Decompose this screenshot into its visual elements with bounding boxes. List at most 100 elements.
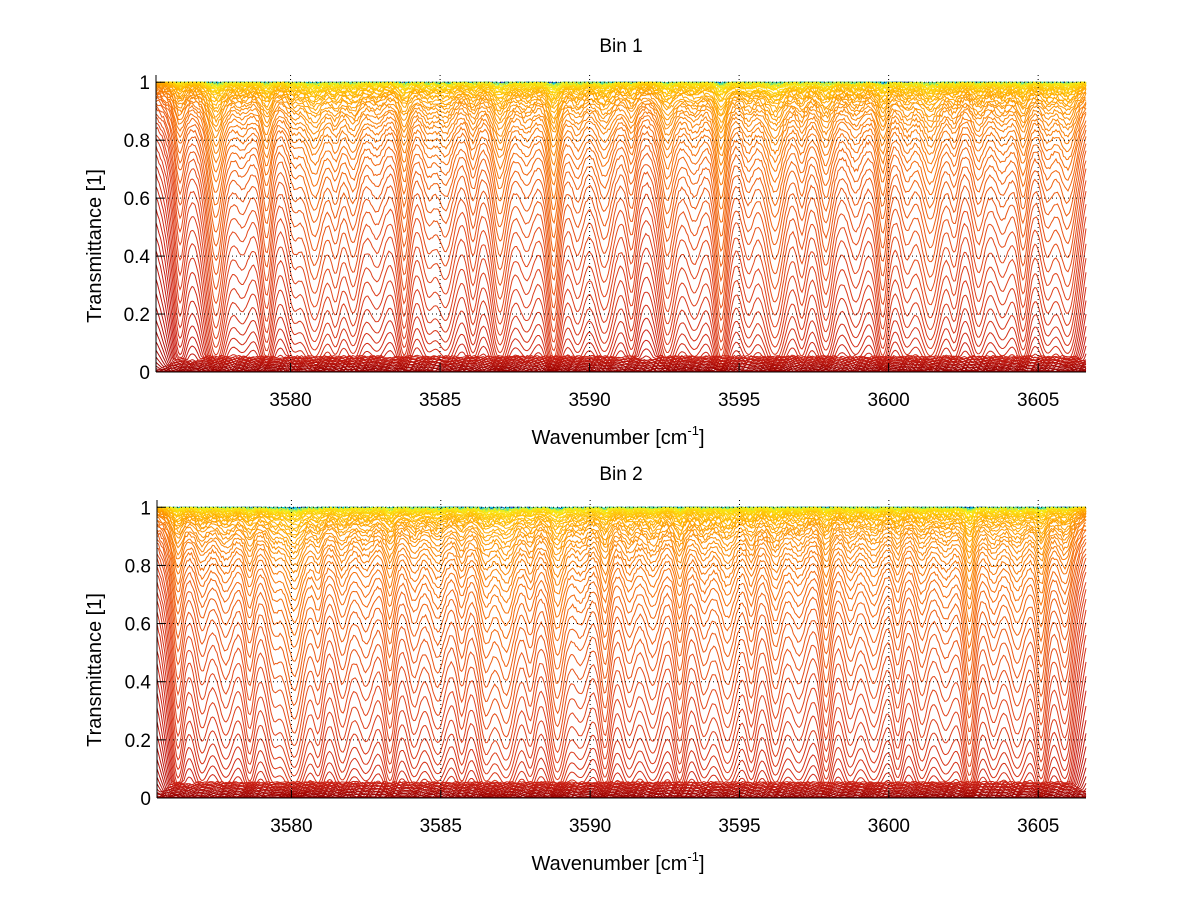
spectrum-curve xyxy=(156,735,1087,789)
y-tick-label: 0.4 xyxy=(125,673,152,694)
spectrum-curve xyxy=(156,759,1087,791)
spectrum-curve xyxy=(155,87,1087,167)
spectrum-curve xyxy=(156,557,1087,758)
spectrum-curve xyxy=(156,507,1087,534)
spectrum-curve xyxy=(155,84,1087,134)
spectrum-curve xyxy=(155,84,1087,124)
x-tick-label: 3600 xyxy=(868,816,910,837)
spectrum-curve xyxy=(156,747,1087,790)
y-tick-label: 1 xyxy=(140,498,151,519)
spectrum-curve xyxy=(155,126,1087,343)
spectrum-curve xyxy=(155,99,1087,253)
x-tick-label: 3605 xyxy=(1017,390,1059,411)
spectrum-curve xyxy=(156,519,1087,624)
spectrum-curve xyxy=(156,520,1087,613)
spectrum-curve xyxy=(155,145,1087,364)
y-axis-label: Transmittance [1] xyxy=(84,169,106,323)
x-tick-label: 3580 xyxy=(270,816,312,837)
subplot-bin-2: Bin 2 3580 3585 3590 3595 3600 3605 0 0.2 0.4 0.… xyxy=(84,464,1087,875)
spectrum-curve xyxy=(156,538,1087,707)
spectrum-curve xyxy=(155,107,1087,297)
y-tick-label: 0.2 xyxy=(124,305,150,326)
spectra-curves xyxy=(155,80,1087,373)
x-tick-label: 3585 xyxy=(419,390,461,411)
spectrum-curve xyxy=(155,92,1087,211)
spectrum-curve xyxy=(156,553,1087,746)
spectrum-curve xyxy=(156,523,1087,637)
y-tick-label: 0.6 xyxy=(124,189,150,210)
spectrum-curve xyxy=(156,794,1087,798)
spectrum-curve xyxy=(155,85,1087,151)
spectrum-curve xyxy=(156,547,1087,734)
axes-frame xyxy=(156,500,1086,799)
spectrum-curve xyxy=(156,506,1087,526)
x-tick-labels: 3580 3585 3590 3595 3600 3605 xyxy=(269,390,1059,411)
x-tick-label: 3605 xyxy=(1017,816,1059,837)
spectrum-curve xyxy=(156,591,1087,789)
spectrum-curve xyxy=(156,515,1087,590)
spectra-curves xyxy=(156,505,1087,799)
spectrum-curve xyxy=(156,600,1087,793)
spectrum-curve xyxy=(155,81,1087,111)
x-tick-label: 3585 xyxy=(420,816,462,837)
spectrum-curve xyxy=(156,509,1087,550)
x-tick-label: 3595 xyxy=(718,390,760,411)
spectrum-curve xyxy=(155,96,1087,239)
spectrum-curve xyxy=(156,663,1087,784)
spectrum-curve xyxy=(155,83,1087,131)
spectrum-curve xyxy=(156,512,1087,574)
spectrum-curve xyxy=(156,510,1087,555)
spectrum-curve xyxy=(155,81,1087,104)
spectrum-curve xyxy=(156,524,1087,650)
x-tick-label: 3590 xyxy=(568,390,610,411)
y-tick-label: 0.4 xyxy=(124,247,151,268)
axes-frame xyxy=(155,75,1086,373)
subplot-title: Bin 2 xyxy=(599,464,642,485)
spectrum-curve xyxy=(155,116,1087,322)
spectrum-curve xyxy=(155,81,1087,103)
spectrum-curve xyxy=(156,535,1087,692)
spectrum-curve xyxy=(156,542,1087,720)
y-tick-label: 0.6 xyxy=(125,615,151,636)
spectrum-curve xyxy=(156,692,1087,786)
grid-lines xyxy=(156,75,1086,372)
grid-lines xyxy=(157,500,1086,798)
spectrum-curve xyxy=(155,113,1087,310)
spectrum-curve xyxy=(156,508,1087,539)
y-axis-label: Transmittance [1] xyxy=(84,593,106,747)
x-tick-labels: 3580 3585 3590 3595 3600 3605 xyxy=(270,816,1059,837)
y-tick-labels: 0 0.2 0.4 0.6 0.8 1 xyxy=(125,498,152,810)
x-tick-label: 3600 xyxy=(867,390,909,411)
spectrum-curve xyxy=(155,84,1087,141)
spectrum-curve xyxy=(155,81,1087,115)
subplot-title: Bin 1 xyxy=(599,36,642,57)
spectrum-curve xyxy=(156,574,1087,777)
spectrum-curve xyxy=(156,513,1087,582)
x-axis-label: Wavenumber [cm-1] xyxy=(531,849,704,875)
spectrum-curve xyxy=(156,506,1087,523)
y-tick-label: 0 xyxy=(140,789,151,810)
y-tick-labels: 0 0.2 0.4 0.6 0.8 1 xyxy=(124,73,151,384)
spectrum-curve xyxy=(155,102,1087,268)
spectrum-curve xyxy=(155,138,1087,358)
spectrum-curve xyxy=(156,581,1087,784)
y-tick-label: 1 xyxy=(139,73,150,94)
spectrum-curve xyxy=(156,793,1087,797)
spectrum-curve xyxy=(156,86,1087,157)
x-axis-label: Wavenumber [cm-1] xyxy=(531,423,704,449)
x-tick-label: 3595 xyxy=(718,816,760,837)
y-tick-label: 0.2 xyxy=(125,731,151,752)
spectrum-curve xyxy=(156,678,1087,785)
spectrum-curve xyxy=(156,768,1087,792)
spectrum-curve xyxy=(157,509,1087,545)
spectrum-curve xyxy=(155,105,1087,283)
spectrum-curve xyxy=(156,516,1087,602)
spectrum-curve xyxy=(156,566,1087,768)
spectrum-curve xyxy=(155,89,1087,186)
spectrum-curve xyxy=(156,506,1087,520)
spectrum-curve xyxy=(155,134,1087,352)
spectrum-curve xyxy=(156,611,1087,795)
x-tick-label: 3580 xyxy=(269,390,311,411)
spectrum-curve xyxy=(156,512,1087,566)
